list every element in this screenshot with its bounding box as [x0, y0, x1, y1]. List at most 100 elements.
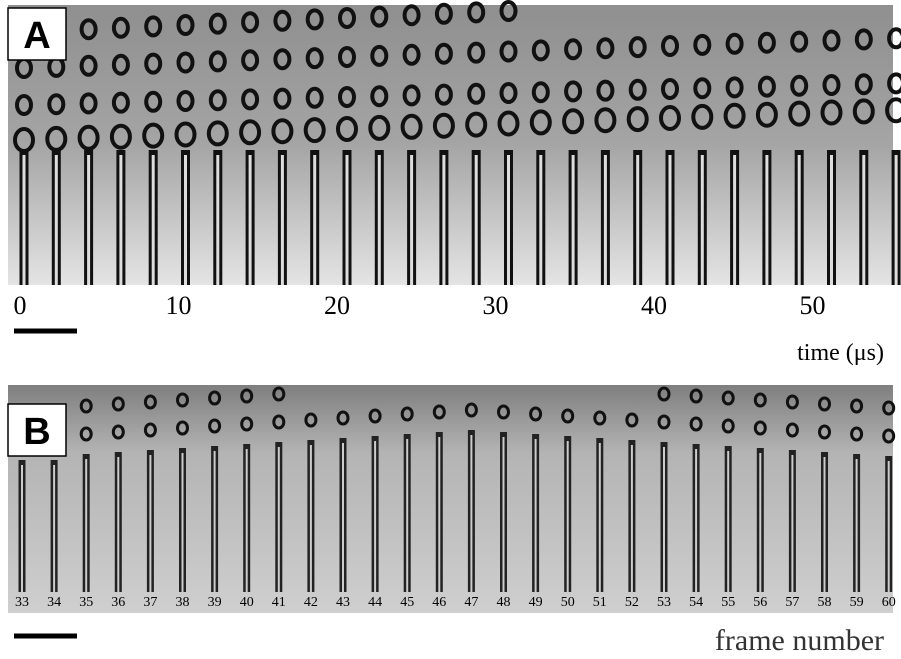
- frame-number: 53: [657, 595, 671, 610]
- frame-number: 51: [593, 595, 607, 610]
- droplet: [241, 88, 260, 111]
- frame-number: 55: [721, 595, 735, 610]
- droplet: [887, 27, 901, 50]
- droplet: [628, 36, 647, 59]
- droplet: [499, 82, 518, 104]
- jet-head: [626, 106, 649, 133]
- frame-number: 37: [143, 595, 157, 610]
- droplet: [338, 86, 356, 108]
- droplet: [790, 74, 809, 97]
- droplet: [593, 410, 607, 426]
- droplet: [822, 29, 841, 52]
- droplet: [689, 388, 703, 404]
- droplet: [693, 33, 712, 56]
- droplet: [368, 408, 382, 424]
- droplet: [561, 408, 575, 424]
- droplet: [753, 392, 767, 408]
- droplet: [208, 89, 227, 112]
- panel-b-axis-label: frame number: [715, 624, 884, 657]
- frame-number: 54: [689, 595, 703, 610]
- droplet: [273, 87, 292, 110]
- frame-number: 40: [240, 595, 254, 610]
- droplet: [854, 28, 873, 51]
- jet-head: [529, 109, 552, 136]
- jet-head: [820, 99, 843, 126]
- droplet: [370, 85, 389, 108]
- jet-head: [368, 114, 391, 141]
- frame-number: 48: [497, 595, 511, 610]
- frame-number: 44: [368, 595, 382, 610]
- jet-head: [852, 98, 875, 125]
- jet-head: [788, 100, 811, 127]
- droplet: [499, 40, 518, 63]
- droplet: [818, 396, 831, 412]
- droplet: [628, 78, 647, 101]
- droplet: [240, 416, 254, 432]
- droplet: [176, 51, 195, 74]
- jet-head: [497, 110, 520, 137]
- tick-label: 20: [324, 291, 350, 320]
- droplet: [273, 48, 292, 71]
- jet-head: [206, 120, 229, 147]
- jet-head: [594, 107, 617, 134]
- frame-number: 34: [47, 595, 61, 610]
- droplet: [370, 44, 389, 67]
- panel-a-drops: [13, 0, 901, 285]
- droplet: [499, 0, 518, 22]
- frame-number: 39: [208, 595, 222, 610]
- tick-label: 30: [483, 291, 509, 320]
- droplet: [144, 52, 163, 75]
- jet-head: [239, 119, 262, 146]
- droplet: [176, 420, 189, 436]
- droplet: [657, 414, 671, 430]
- frame-number: 52: [625, 595, 639, 610]
- droplet: [241, 49, 260, 72]
- droplet: [467, 1, 486, 24]
- frame-number: 45: [400, 595, 414, 610]
- droplet: [144, 90, 163, 113]
- jet-head: [174, 121, 197, 148]
- jet-head: [400, 113, 423, 140]
- droplet: [818, 424, 831, 440]
- droplet: [272, 386, 286, 402]
- frame-number: 56: [753, 595, 767, 610]
- droplet: [144, 15, 163, 38]
- droplet: [725, 76, 744, 99]
- droplet: [661, 35, 679, 57]
- droplet: [757, 75, 776, 98]
- droplet: [467, 82, 486, 105]
- droplet: [850, 398, 864, 414]
- droplet: [467, 41, 486, 64]
- droplet: [15, 94, 33, 116]
- droplet: [208, 418, 222, 434]
- droplet: [434, 42, 453, 65]
- droplet: [725, 32, 744, 55]
- frame-number: 58: [818, 595, 832, 610]
- droplet: [305, 8, 324, 31]
- jet-head: [303, 117, 326, 144]
- tick-label: 40: [641, 291, 667, 320]
- droplet: [402, 4, 421, 27]
- droplet: [111, 424, 125, 440]
- panel-a-label: A: [23, 15, 50, 57]
- droplet: [721, 390, 735, 406]
- jet-head: [659, 105, 681, 131]
- panel-b-frames: 33 34 35 36 37 38 39 40 41 42 43 44 45 46 47 48 49 50 51 52…: [15, 595, 896, 610]
- jet-head: [271, 118, 294, 145]
- droplet: [625, 412, 639, 428]
- droplet: [753, 420, 767, 436]
- panel-b-label-box: [7, 403, 67, 457]
- droplet: [273, 9, 292, 32]
- droplet: [240, 388, 254, 404]
- jet-head: [109, 123, 132, 150]
- frame-number: 43: [336, 595, 350, 610]
- frame-number: 41: [272, 595, 286, 610]
- droplet: [338, 46, 356, 68]
- droplet: [689, 416, 703, 432]
- jet-head: [13, 127, 35, 153]
- panel-a-axis-label: time (μs): [797, 340, 884, 366]
- frame-number: 59: [850, 595, 864, 610]
- droplet: [176, 14, 195, 36]
- droplet: [564, 80, 583, 103]
- droplet: [370, 5, 389, 28]
